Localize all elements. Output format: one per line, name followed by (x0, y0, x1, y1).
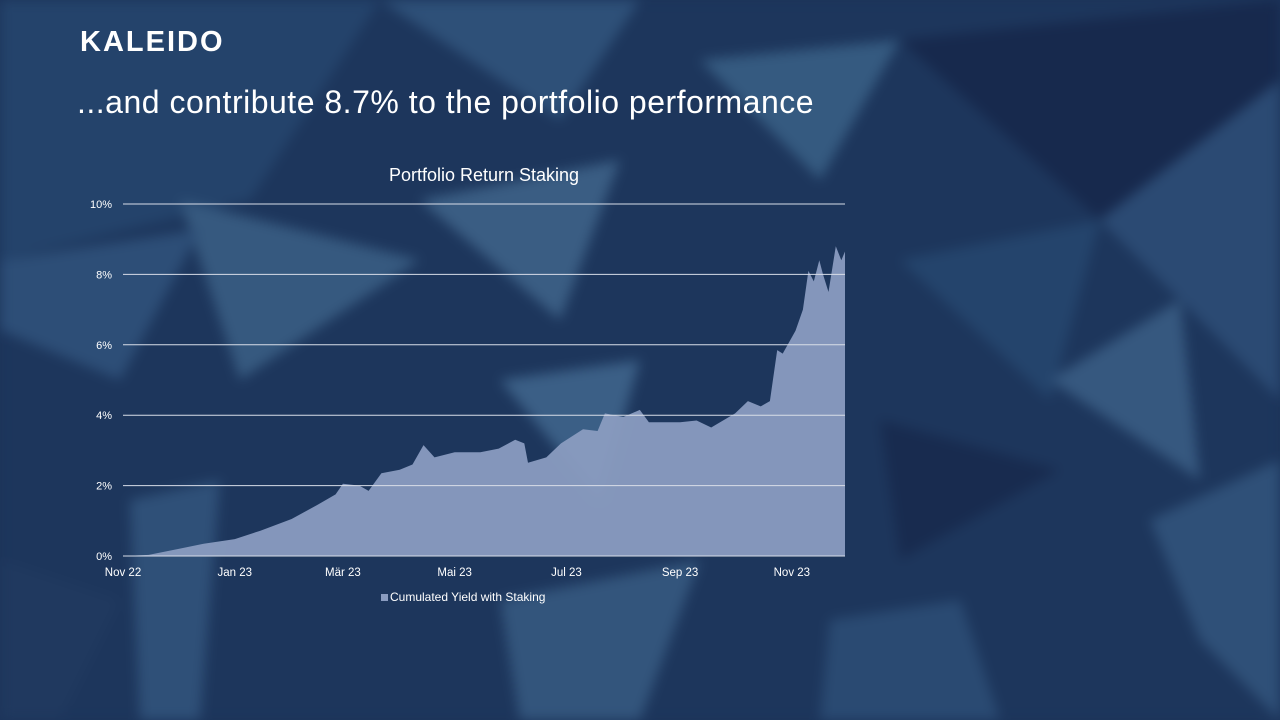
y-tick-label: 6% (96, 340, 112, 352)
x-tick-label: Jul 23 (551, 567, 582, 579)
series-area (123, 246, 845, 556)
x-tick-label: Mär 23 (325, 567, 361, 579)
x-tick-label: Nov 23 (774, 567, 810, 579)
x-tick-label: Jan 23 (218, 567, 253, 579)
kaleido-logo: KALEIDO (80, 26, 225, 58)
legend-swatch (381, 593, 388, 601)
legend: Cumulated Yield with Staking (381, 590, 545, 604)
y-tick-label: 0% (96, 551, 112, 563)
y-tick-label: 2% (96, 481, 112, 493)
chart-title: Portfolio Return Staking (388, 165, 580, 185)
legend-label: Cumulated Yield with Staking (390, 590, 546, 604)
headline: ...and contribute 8.7% to the portfolio … (77, 84, 815, 120)
x-tick-label: Nov 22 (105, 567, 141, 579)
x-tick-label: Mai 23 (437, 567, 472, 579)
x-tick-label: Sep 23 (662, 567, 698, 579)
y-tick-label: 4% (96, 410, 112, 422)
y-tick-label: 10% (90, 199, 112, 211)
y-tick-label: 8% (96, 269, 112, 281)
